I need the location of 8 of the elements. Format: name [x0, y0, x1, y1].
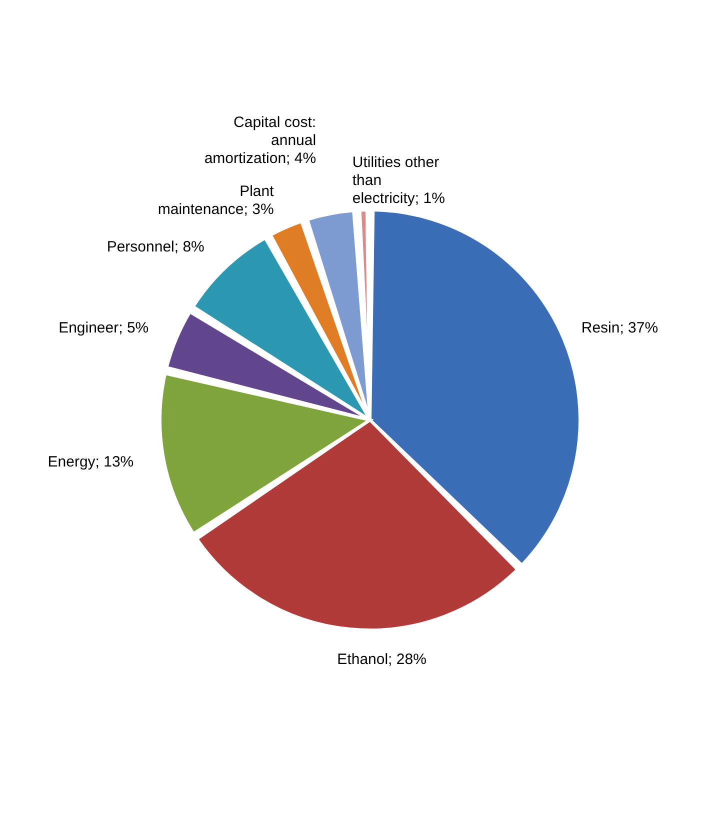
- slice-label: Personnel; 8%: [106, 238, 204, 256]
- slice-label: Capital cost: annual amortization; 4%: [204, 114, 316, 168]
- slice-label: Energy; 13%: [48, 454, 134, 471]
- slice-label: Plant maintenance; 3%: [158, 183, 275, 218]
- slice-label: Ethanol; 28%: [337, 650, 426, 668]
- slice-label: Engineer; 5%: [58, 319, 149, 336]
- slice-label: Resin; 37%: [581, 319, 658, 336]
- slice-label: Utilities other than electricity; 1%: [352, 154, 445, 208]
